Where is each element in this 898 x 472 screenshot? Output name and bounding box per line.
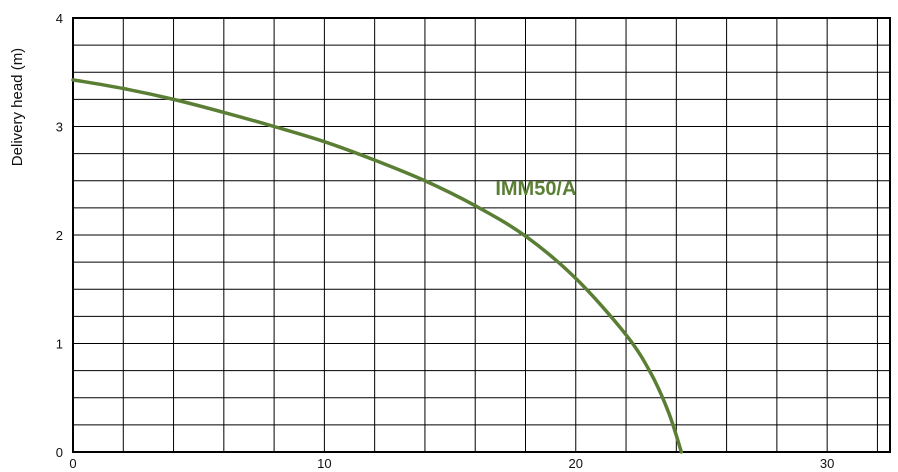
y-axis-title: Delivery head (m) <box>9 48 26 166</box>
plot-area-frame <box>72 17 891 453</box>
y-tick-label: 0 <box>56 445 63 460</box>
series-group: IMM50/A <box>71 78 684 454</box>
x-tick-label: 10 <box>317 456 331 471</box>
series-line <box>71 78 684 454</box>
x-tick-label: 0 <box>69 456 76 471</box>
y-tick-label: 4 <box>56 11 63 26</box>
y-tick-label: 1 <box>56 337 63 352</box>
y-axis-ticks: 0 1 2 3 4 <box>56 11 63 460</box>
series-label: IMM50/A <box>495 178 576 200</box>
grid-lines <box>73 18 890 452</box>
x-axis-ticks: 0 10 20 30 <box>69 456 834 471</box>
x-tick-label: 20 <box>569 456 583 471</box>
x-tick-label: 30 <box>820 456 834 471</box>
y-tick-label: 3 <box>56 120 63 135</box>
y-tick-label: 2 <box>56 228 63 243</box>
